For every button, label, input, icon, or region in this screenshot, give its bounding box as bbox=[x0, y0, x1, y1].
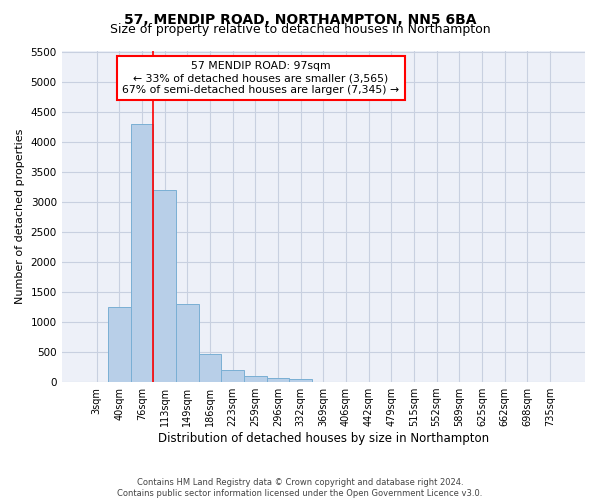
Bar bbox=[266, 378, 289, 382]
Bar bbox=[199, 354, 221, 382]
Bar bbox=[176, 304, 199, 382]
Bar bbox=[244, 376, 266, 382]
X-axis label: Distribution of detached houses by size in Northampton: Distribution of detached houses by size … bbox=[158, 432, 489, 445]
Text: Size of property relative to detached houses in Northampton: Size of property relative to detached ho… bbox=[110, 22, 490, 36]
Text: 57 MENDIP ROAD: 97sqm
← 33% of detached houses are smaller (3,565)
67% of semi-d: 57 MENDIP ROAD: 97sqm ← 33% of detached … bbox=[122, 62, 399, 94]
Bar bbox=[221, 370, 244, 382]
Text: Contains HM Land Registry data © Crown copyright and database right 2024.
Contai: Contains HM Land Registry data © Crown c… bbox=[118, 478, 482, 498]
Bar bbox=[154, 190, 176, 382]
Bar bbox=[108, 307, 131, 382]
Bar bbox=[131, 124, 154, 382]
Text: 57, MENDIP ROAD, NORTHAMPTON, NN5 6BA: 57, MENDIP ROAD, NORTHAMPTON, NN5 6BA bbox=[124, 12, 476, 26]
Bar bbox=[289, 379, 312, 382]
Y-axis label: Number of detached properties: Number of detached properties bbox=[15, 129, 25, 304]
